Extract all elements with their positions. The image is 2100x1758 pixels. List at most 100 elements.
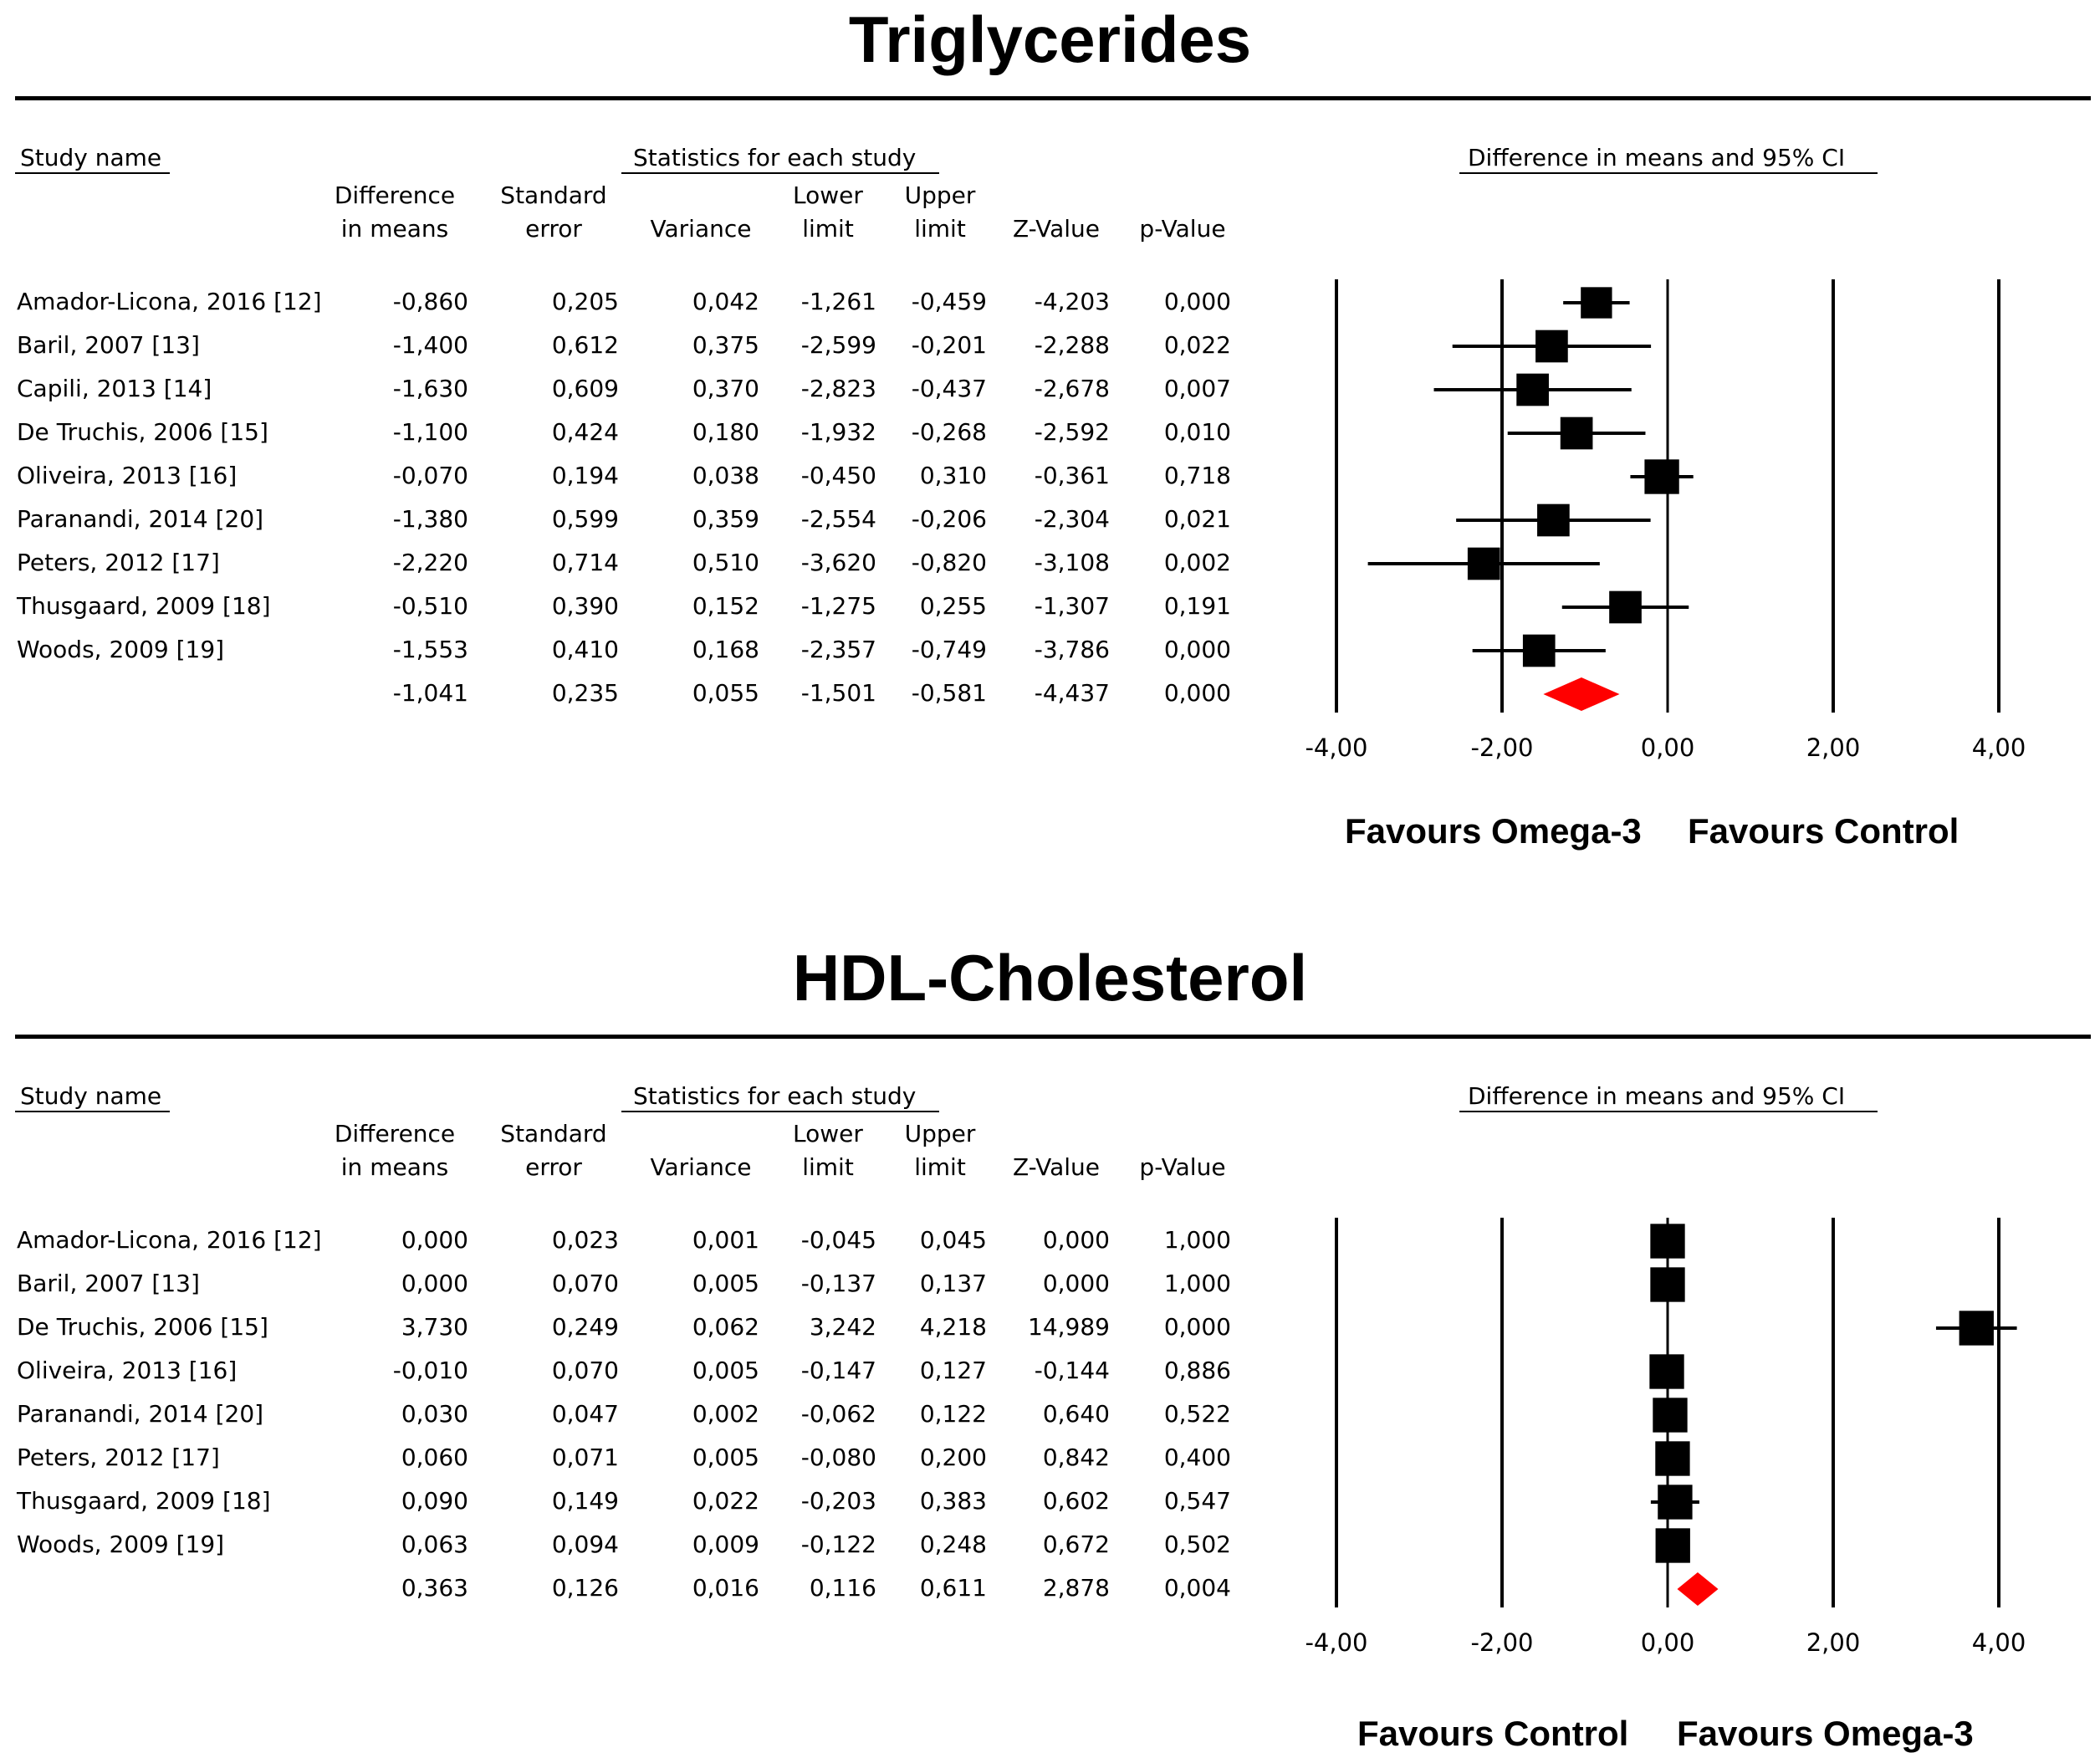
cell-lower: -0,062 <box>800 1400 876 1428</box>
study-name: Baril, 2007 [13] <box>17 331 200 359</box>
cell-upper: -0,201 <box>911 331 987 359</box>
cell-z: 0,000 <box>1042 1226 1110 1254</box>
cell-lower: -0,122 <box>800 1531 876 1558</box>
cell-se: 0,047 <box>551 1400 619 1428</box>
cell-lower: -0,080 <box>800 1444 876 1471</box>
summary-p: 0,004 <box>1163 1574 1231 1602</box>
column-header-line2: in means <box>340 215 449 243</box>
cell-upper: 0,200 <box>919 1444 987 1471</box>
study-name: Capili, 2013 [14] <box>17 375 212 402</box>
summary-diamond <box>1543 677 1620 711</box>
cell-p: 0,000 <box>1163 1313 1231 1341</box>
cell-diff: -1,553 <box>392 636 468 663</box>
study-name: Paranandi, 2014 [20] <box>17 1400 264 1428</box>
cell-diff: -0,010 <box>392 1357 468 1384</box>
cell-var: 0,009 <box>692 1531 759 1558</box>
study-name: Oliveira, 2013 [16] <box>17 1357 238 1384</box>
cell-lower: -1,261 <box>800 288 876 315</box>
cell-var: 0,370 <box>692 375 759 402</box>
effect-marker <box>1467 547 1500 580</box>
cell-diff: -0,510 <box>392 592 468 620</box>
study-name-underline <box>15 172 170 174</box>
cell-p: 0,002 <box>1163 549 1231 576</box>
cell-p: 0,718 <box>1163 462 1231 489</box>
ci-header: Difference in means and 95% CI <box>1468 144 1846 171</box>
cell-se: 0,194 <box>551 462 619 489</box>
title-rule <box>15 1035 2091 1039</box>
column-header-line2: limit <box>802 215 854 243</box>
cell-lower: -2,357 <box>800 636 876 663</box>
cell-z: -0,144 <box>1034 1357 1110 1384</box>
effect-marker <box>1537 503 1570 537</box>
summary-diamond <box>1677 1572 1719 1606</box>
cell-var: 0,152 <box>692 592 759 620</box>
cell-p: 0,000 <box>1163 288 1231 315</box>
tick-label: -4,00 <box>1305 1628 1367 1657</box>
column-header-line1: Difference <box>334 181 456 209</box>
cell-upper: 0,255 <box>919 592 987 620</box>
summary-lower: -1,501 <box>800 679 876 707</box>
chart-title: Triglycerides <box>848 3 1252 76</box>
column-header-line2: Variance <box>650 215 752 243</box>
tick-label: -2,00 <box>1470 733 1533 762</box>
column-header-line1: Standard <box>500 1120 607 1147</box>
cell-lower: -2,823 <box>800 375 876 402</box>
cell-lower: -0,045 <box>800 1226 876 1254</box>
cell-z: -4,203 <box>1034 288 1110 315</box>
cell-z: 0,640 <box>1042 1400 1110 1428</box>
summary-var: 0,016 <box>692 1574 759 1602</box>
study-name-header: Study name <box>20 1082 162 1110</box>
cell-lower: 3,242 <box>809 1313 876 1341</box>
effect-marker <box>1516 373 1549 406</box>
cell-lower: -2,554 <box>800 505 876 533</box>
statistics-underline <box>621 1111 939 1112</box>
ci-header: Difference in means and 95% CI <box>1468 1082 1846 1110</box>
effect-marker <box>1535 330 1568 363</box>
effect-marker <box>1655 1528 1690 1563</box>
cell-var: 0,022 <box>692 1487 759 1515</box>
study-name: Peters, 2012 [17] <box>17 1444 220 1471</box>
cell-upper: -0,820 <box>911 549 987 576</box>
cell-p: 0,522 <box>1163 1400 1231 1428</box>
effect-marker <box>1644 459 1679 494</box>
cell-se: 0,249 <box>551 1313 619 1341</box>
cell-upper: 4,218 <box>919 1313 987 1341</box>
column-header-line2: p-Value <box>1139 1153 1226 1181</box>
study-name: Peters, 2012 [17] <box>17 549 220 576</box>
cell-p: 0,502 <box>1163 1531 1231 1558</box>
cell-z: 0,000 <box>1042 1270 1110 1297</box>
cell-lower: -1,932 <box>800 418 876 446</box>
cell-upper: -0,437 <box>911 375 987 402</box>
study-name: Paranandi, 2014 [20] <box>17 505 264 533</box>
cell-upper: 0,127 <box>919 1357 987 1384</box>
cell-lower: -0,450 <box>800 462 876 489</box>
cell-diff: -1,400 <box>392 331 468 359</box>
summary-diff: -1,041 <box>392 679 468 707</box>
tick-label: 0,00 <box>1641 733 1695 762</box>
cell-diff: -0,860 <box>392 288 468 315</box>
cell-se: 0,390 <box>551 592 619 620</box>
column-header-line2: Z-Value <box>1012 1153 1101 1181</box>
summary-se: 0,126 <box>551 1574 619 1602</box>
column-header-line1: Lower <box>793 1120 863 1147</box>
column-header-line1: Upper <box>904 1120 976 1147</box>
cell-z: 14,989 <box>1028 1313 1110 1341</box>
cell-z: -2,592 <box>1034 418 1110 446</box>
column-header-line2: limit <box>914 1153 966 1181</box>
cell-var: 0,375 <box>692 331 759 359</box>
effect-marker <box>1653 1398 1688 1433</box>
cell-upper: 0,383 <box>919 1487 987 1515</box>
cell-p: 0,547 <box>1163 1487 1231 1515</box>
cell-diff: 3,730 <box>401 1313 468 1341</box>
cell-upper: -0,749 <box>911 636 987 663</box>
cell-diff: -0,070 <box>392 462 468 489</box>
column-header-line2: p-Value <box>1139 215 1226 243</box>
column-header-line2: in means <box>340 1153 449 1181</box>
cell-diff: 0,000 <box>401 1226 468 1254</box>
tick-label: 4,00 <box>1972 1628 2026 1657</box>
forest-plot: -4,00 -2,00 0,00 2,00 4,00 <box>1305 1218 2026 1657</box>
cell-lower: -1,275 <box>800 592 876 620</box>
cell-z: 0,602 <box>1042 1487 1110 1515</box>
cell-se: 0,612 <box>551 331 619 359</box>
cell-p: 1,000 <box>1163 1270 1231 1297</box>
